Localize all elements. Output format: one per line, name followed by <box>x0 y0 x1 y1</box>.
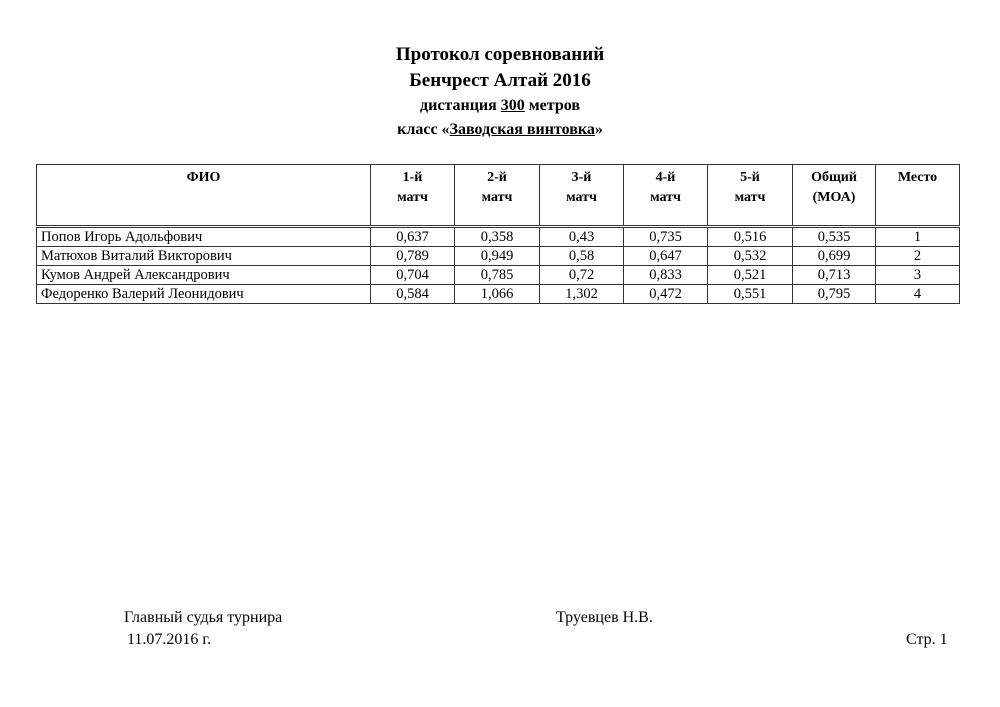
participant-name: Матюхов Виталий Викторович <box>36 246 371 266</box>
cell-value: 0,584 <box>370 284 455 304</box>
cell-value: 1 <box>875 226 960 247</box>
column-header: 5-й матч <box>707 164 793 228</box>
header-text: (МОА) <box>812 190 856 205</box>
cell-value: 0,795 <box>792 284 876 304</box>
header-text: 1-й <box>402 170 423 185</box>
cell-value: 0,358 <box>454 226 540 247</box>
cell-value: 0,637 <box>370 226 455 247</box>
event-name: Бенчрест Алтай 2016 <box>409 70 591 91</box>
cell-value: 0,833 <box>623 265 708 285</box>
date: 11.07.2016 г. <box>127 631 212 648</box>
column-header: 1-й матч <box>370 164 455 228</box>
cell-value: 1,302 <box>539 284 624 304</box>
column-header: Место <box>875 164 960 228</box>
column-header: 3-й матч <box>539 164 624 228</box>
column-header: Общий (МОА) <box>792 164 876 228</box>
class-line: класс «Заводская винтовка» <box>0 121 1000 139</box>
cell-value: 0,516 <box>707 226 793 247</box>
cell-value: 3 <box>875 265 960 285</box>
header-text: матч <box>397 190 428 205</box>
header-text: матч <box>481 190 513 205</box>
cell-value: 0,521 <box>707 265 793 285</box>
participant-name: Попов Игорь Адольфович <box>36 226 371 247</box>
cell-value: 1,066 <box>454 284 540 304</box>
table-row: Кумов Андрей Александрович 0,704 0,785 0,72… <box>36 265 960 285</box>
header-text: Место <box>897 170 938 185</box>
cell-value: 0,532 <box>707 246 793 266</box>
header-text: 3-й <box>571 170 592 185</box>
class-prefix: класс « <box>397 121 450 138</box>
class-value: Заводская винтовка <box>449 121 595 138</box>
table-row: Попов Игорь Адольфович 0,637 0,358 0,43 0,73… <box>36 226 960 247</box>
column-header: 2-й матч <box>454 164 540 228</box>
cell-value: 0,699 <box>792 246 876 266</box>
header-row: ФИО 1-й матч 2-й матч 3-й матч 4-й матч 5-й матч Об… <box>36 164 960 228</box>
column-header: 4-й матч <box>623 164 708 228</box>
cell-value: 0,949 <box>454 246 540 266</box>
header-text: Общий <box>811 170 857 185</box>
distance-prefix: дистанция <box>420 97 501 114</box>
column-header: ФИО <box>36 164 371 228</box>
distance-line: дистанция 300 метров <box>0 97 1000 115</box>
cell-value: 0,43 <box>539 226 624 247</box>
table-row: Матюхов Виталий Викторович 0,789 0,949 0,58… <box>36 246 960 266</box>
judge-name: Труевцев Н.В. <box>556 609 653 626</box>
header-text: матч <box>650 190 681 205</box>
header-text: матч <box>734 190 766 205</box>
cell-value: 0,785 <box>454 265 540 285</box>
cell-value: 0,535 <box>792 226 876 247</box>
judge-label: Главный судья турнира <box>124 609 283 626</box>
header-text: 2-й <box>487 170 507 185</box>
header-text: 5-й <box>740 170 760 185</box>
cell-value: 0,58 <box>539 246 624 266</box>
class-suffix: » <box>594 121 603 138</box>
table-row: Федоренко Валерий Леонидович 0,584 1,066 1,… <box>36 284 960 304</box>
cell-value: 0,704 <box>370 265 455 285</box>
cell-value: 0,472 <box>623 284 708 304</box>
cell-value: 0,713 <box>792 265 876 285</box>
cell-value: 0,789 <box>370 246 455 266</box>
participant-name: Федоренко Валерий Леонидович <box>36 284 371 304</box>
page-number: Стр. 1 <box>906 631 948 648</box>
distance-suffix: метров <box>524 97 580 114</box>
cell-value: 0,647 <box>623 246 708 266</box>
cell-value: 2 <box>875 246 960 266</box>
header-text: матч <box>566 190 597 205</box>
cell-value: 4 <box>875 284 960 304</box>
cell-value: 0,551 <box>707 284 793 304</box>
participant-name: Кумов Андрей Александрович <box>36 265 371 285</box>
header-text: 4-й <box>655 170 676 185</box>
title-line: Протокол соревнований <box>395 44 605 65</box>
cell-value: 0,72 <box>539 265 624 285</box>
cell-value: 0,735 <box>623 226 708 247</box>
distance-value: 300 <box>500 97 525 114</box>
results-table: ФИО 1-й матч 2-й матч 3-й матч 4-й матч 5-й матч Об… <box>36 164 960 304</box>
header-text: ФИО <box>186 170 221 185</box>
